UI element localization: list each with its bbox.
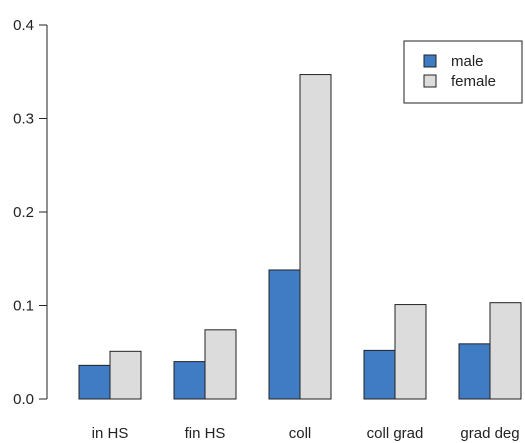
category-label: fin HS xyxy=(185,425,226,442)
bar-female xyxy=(299,74,332,400)
legend-box xyxy=(403,40,523,104)
category-label: coll xyxy=(289,425,312,442)
category-label: coll grad xyxy=(367,425,424,442)
y-axis: 0.0 0.1 0.2 0.3 0.4 xyxy=(13,17,48,408)
bar-male xyxy=(363,349,396,400)
legend-label-female: female xyxy=(451,73,496,90)
bar-male xyxy=(78,364,111,400)
legend-swatch-female xyxy=(423,74,437,88)
category-labels: in HS fin HS coll coll grad grad deg xyxy=(92,425,520,442)
y-tick-label: 0.2 xyxy=(13,204,34,221)
bar-male xyxy=(458,343,491,400)
y-tick-label: 0.1 xyxy=(13,298,34,315)
bar-female xyxy=(204,329,237,400)
y-tick-label: 0.3 xyxy=(13,111,34,128)
bar-male xyxy=(173,361,206,400)
bar-female xyxy=(489,302,522,400)
y-tick-label: 0.0 xyxy=(13,391,34,408)
category-label: in HS xyxy=(92,425,129,442)
bar-female xyxy=(109,350,142,400)
bars xyxy=(78,74,522,400)
category-label: grad deg xyxy=(460,425,519,442)
legend: male female xyxy=(403,40,523,104)
bar-male xyxy=(268,269,301,400)
legend-label-male: male xyxy=(451,53,484,70)
legend-swatch-male xyxy=(423,54,437,68)
y-tick-label: 0.4 xyxy=(13,17,34,34)
bar-female xyxy=(394,304,427,400)
